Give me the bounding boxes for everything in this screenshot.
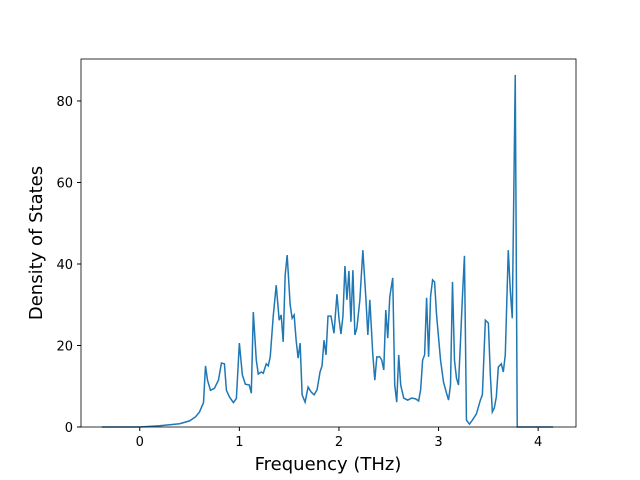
y-tick-label: 80 — [56, 95, 73, 110]
y-axis-label: Density of States — [26, 166, 47, 320]
plot-frame — [80, 58, 577, 428]
x-tick-label: 1 — [235, 435, 243, 450]
x-tick-label: 4 — [534, 435, 542, 450]
x-tick-label: 3 — [434, 435, 442, 450]
x-tick-label: 2 — [335, 435, 343, 450]
y-tick-label: 60 — [56, 176, 73, 191]
data-line — [101, 74, 554, 428]
x-tick-label: 0 — [136, 435, 144, 450]
y-tick-label: 0 — [65, 421, 73, 436]
y-tick-label: 40 — [56, 258, 73, 273]
x-axis-label: Frequency (THz) — [255, 454, 402, 475]
y-tick-label: 20 — [56, 339, 73, 354]
